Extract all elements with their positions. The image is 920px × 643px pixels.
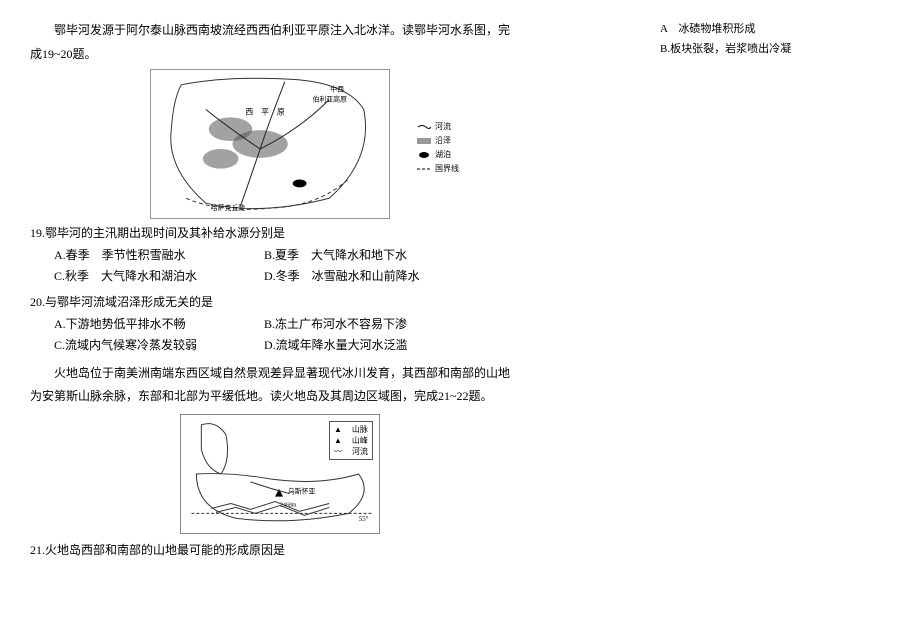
svg-text:西 平 原: 西 平 原 xyxy=(245,108,284,117)
q19-b: B.夏季 大气降水和地下水 xyxy=(264,245,474,267)
right-column: A 冰碛物堆积形成 B.板块张裂，岩浆喷出冷凝 xyxy=(660,20,900,60)
svg-text:伯利亚高原: 伯利亚高原 xyxy=(313,95,348,104)
q20-stem: 20.与鄂毕河流域沼泽形成无关的是 xyxy=(30,292,630,314)
q19-a: A.春季 季节性积雪融水 xyxy=(54,245,264,267)
passage1-line2: 成19~20题。 xyxy=(30,44,630,66)
q19-stem: 19.鄂毕河的主汛期出现时间及其补给水源分别是 xyxy=(30,223,630,245)
q20-a: A.下游地势低平排水不畅 xyxy=(54,314,264,336)
svg-text:乌斯怀亚: 乌斯怀亚 xyxy=(288,487,316,496)
q20-c: C.流域内气候寒冷蒸发较弱 xyxy=(54,335,264,357)
map2-figure: 乌斯怀亚 2468m 55° ▲ 山脉 ▲ 山峰 〰 河流 xyxy=(180,414,380,534)
svg-text:55°: 55° xyxy=(359,516,369,523)
map1-legend: 河流 沿泽 湖泊 国界线 xyxy=(417,120,459,176)
svg-text:哈萨克丘陵: 哈萨克丘陵 xyxy=(211,203,246,212)
right-opt-a: A 冰碛物堆积形成 xyxy=(660,20,755,40)
svg-text:2468m: 2468m xyxy=(280,502,297,508)
q19-c: C.秋季 大气降水和湖泊水 xyxy=(54,266,264,288)
q19-d: D.冬季 冰雪融水和山前降水 xyxy=(264,266,474,288)
map1-figure: 中西 伯利亚高原 西 平 原 哈萨克丘陵 河流 沿泽 湖泊 国界线 xyxy=(150,69,390,219)
map1-label-topright: 中西 xyxy=(330,85,344,94)
q20-d: D.流域年降水量大河水泛滥 xyxy=(264,335,474,357)
q20-b: B.冻土广布河水不容易下渗 xyxy=(264,314,474,336)
q21-stem: 21.火地岛西部和南部的山地最可能的形成原因是 xyxy=(30,540,630,562)
passage1-line1: 鄂毕河发源于阿尔泰山脉西南坡流经西西伯利亚平原注入北冰洋。读鄂毕河水系图，完 xyxy=(30,20,630,42)
map2-legend: ▲ 山脉 ▲ 山峰 〰 河流 xyxy=(329,421,373,460)
right-opt-b: B.板块张裂，岩浆喷出冷凝 xyxy=(660,40,791,60)
passage2-line2: 为安第斯山脉余脉，东部和北部为平缓低地。读火地岛及其周边区域图，完成21~22题… xyxy=(30,386,630,408)
passage2-line1: 火地岛位于南美洲南端东西区域自然景观差异显著现代冰川发育，其西部和南部的山地 xyxy=(30,363,630,385)
